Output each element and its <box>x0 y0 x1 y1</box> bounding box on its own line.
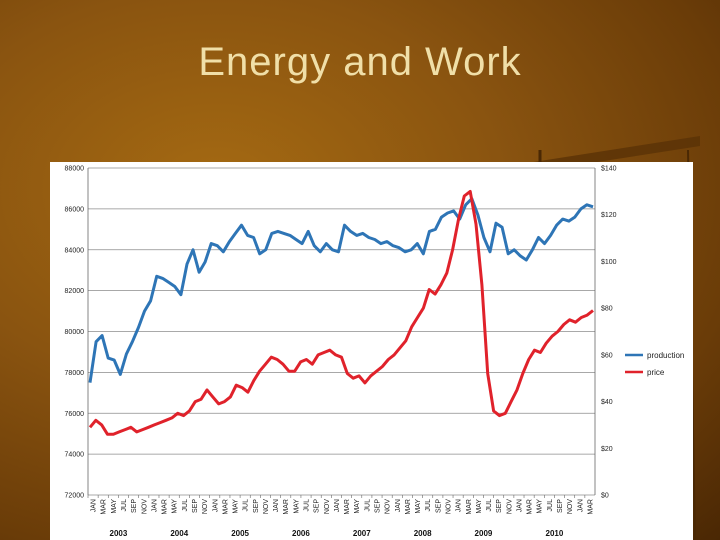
x-tick-label: MAY <box>233 499 240 514</box>
x-tick-label: MAY <box>111 499 118 514</box>
x-tick-label: MAR <box>222 499 229 515</box>
x-tick-label: JAN <box>91 499 98 512</box>
y-right-tick-label: $120 <box>601 212 617 219</box>
x-tick-label: JAN <box>456 499 463 512</box>
y-left-tick-label: 88000 <box>65 166 85 173</box>
x-tick-label: MAR <box>162 499 169 515</box>
x-year-label: 2009 <box>475 529 493 538</box>
y-right-tick-label: $40 <box>601 399 613 406</box>
y-right-tick-label: $60 <box>601 352 613 359</box>
x-tick-label: SEP <box>314 499 321 513</box>
x-tick-label: NOV <box>324 499 331 515</box>
x-year-label: 2007 <box>353 529 371 538</box>
x-tick-label: JUL <box>243 499 250 512</box>
legend-label-price: price <box>647 368 665 377</box>
x-tick-label: NOV <box>263 499 270 515</box>
x-tick-label: JAN <box>151 499 158 512</box>
x-tick-label: JAN <box>273 499 280 512</box>
x-tick-label: MAR <box>283 499 290 515</box>
x-tick-label: SEP <box>131 499 138 513</box>
x-tick-label: SEP <box>374 499 381 513</box>
x-tick-label: MAR <box>344 499 351 515</box>
x-tick-label: MAR <box>527 499 534 515</box>
x-tick-label: JAN <box>212 499 219 512</box>
chart-panel: 72000 74000 76000 78000 80000 82000 84000 86000… <box>50 162 693 540</box>
y-right-tick-label: $140 <box>601 166 617 173</box>
x-tick-label: JUL <box>547 499 554 512</box>
x-tick-label: NOV <box>202 499 209 515</box>
x-tick-label: JUL <box>304 499 311 512</box>
y-left-tick-label: 82000 <box>65 288 85 295</box>
x-tick-label: SEP <box>496 499 503 513</box>
y-left-tick-label: 84000 <box>65 247 85 254</box>
x-year-label: 2004 <box>170 529 188 538</box>
y-right-tick-label: $20 <box>601 446 613 453</box>
x-tick-label: JUL <box>425 499 432 512</box>
line-chart: 72000 74000 76000 78000 80000 82000 84000 86000… <box>65 166 685 539</box>
x-year-label: 2005 <box>231 529 249 538</box>
x-year-label: 2008 <box>414 529 432 538</box>
x-tick-label: JAN <box>516 499 523 512</box>
slide-title: Energy and Work <box>198 40 522 84</box>
x-tick-label: MAY <box>293 499 300 514</box>
y-left-tick-label: 72000 <box>65 493 85 500</box>
y-left-tick-label: 78000 <box>65 370 85 377</box>
x-tick-label: MAY <box>476 499 483 514</box>
x-tick-label: MAY <box>172 499 179 514</box>
x-tick-label: JAN <box>395 499 402 512</box>
x-tick-label: NOV <box>506 499 513 515</box>
x-tick-label: NOV <box>385 499 392 515</box>
y-left-tick-label: 76000 <box>65 411 85 418</box>
x-tick-label: MAR <box>101 499 108 515</box>
series-line-price <box>88 189 594 436</box>
x-tick-label: SEP <box>192 499 199 513</box>
x-tick-label: JAN <box>577 499 584 512</box>
y-left-tick-label: 86000 <box>65 206 85 213</box>
x-tick-label: SEP <box>435 499 442 513</box>
legend-label-production: production <box>647 351 684 360</box>
x-tick-label: NOV <box>445 499 452 515</box>
x-year-label: 2006 <box>292 529 310 538</box>
y-right-tick-label: $100 <box>601 259 617 266</box>
x-tick-label: JUL <box>182 499 189 512</box>
x-tick-label: MAY <box>415 499 422 514</box>
x-tick-label: JUL <box>486 499 493 512</box>
y-left-tick-label: 80000 <box>65 329 85 336</box>
x-tick-label: MAY <box>354 499 361 514</box>
x-year-label: 2003 <box>110 529 128 538</box>
x-tick-label: MAR <box>466 499 473 515</box>
x-tick-label: SEP <box>253 499 260 513</box>
series-line-production <box>88 197 594 383</box>
x-tick-label: MAR <box>405 499 412 515</box>
x-tick-label: MAR <box>587 499 594 515</box>
x-year-label: 2010 <box>546 529 564 538</box>
x-tick-label: SEP <box>557 499 564 513</box>
x-tick-label: NOV <box>141 499 148 515</box>
x-tick-label: JUL <box>364 499 371 512</box>
x-tick-label: NOV <box>567 499 574 515</box>
y-right-tick-label: $80 <box>601 306 613 313</box>
y-left-tick-label: 74000 <box>65 452 85 459</box>
x-tick-label: MAY <box>537 499 544 514</box>
y-right-tick-label: $0 <box>601 493 609 500</box>
x-tick-label: JAN <box>334 499 341 512</box>
x-tick-label: JUL <box>121 499 128 512</box>
